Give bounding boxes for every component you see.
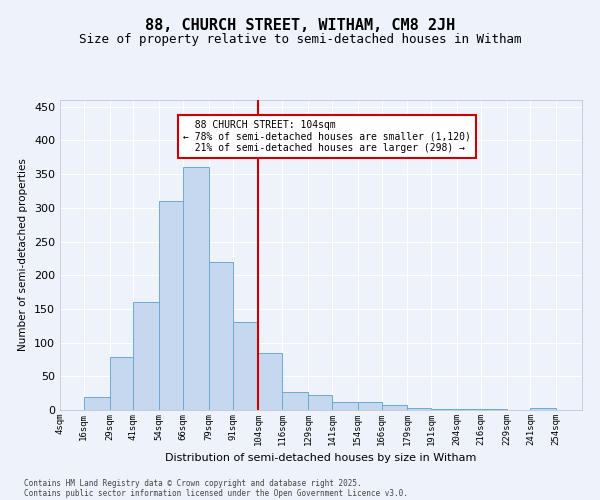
- Bar: [84, 396, 110, 410]
- Bar: [259, 352, 282, 410]
- Bar: [332, 402, 358, 410]
- Bar: [233, 322, 259, 410]
- Bar: [431, 408, 457, 410]
- Bar: [382, 406, 407, 410]
- Text: Contains HM Land Registry data © Crown copyright and database right 2025.: Contains HM Land Registry data © Crown c…: [24, 478, 362, 488]
- Bar: [358, 402, 382, 410]
- Bar: [110, 358, 133, 410]
- Bar: [282, 392, 308, 410]
- Bar: [183, 168, 209, 410]
- Bar: [159, 201, 183, 410]
- Text: 88 CHURCH STREET: 104sqm
← 78% of semi-detached houses are smaller (1,120)
  21%: 88 CHURCH STREET: 104sqm ← 78% of semi-d…: [183, 120, 471, 154]
- Text: Size of property relative to semi-detached houses in Witham: Size of property relative to semi-detach…: [79, 32, 521, 46]
- Text: 88, CHURCH STREET, WITHAM, CM8 2JH: 88, CHURCH STREET, WITHAM, CM8 2JH: [145, 18, 455, 32]
- Bar: [209, 262, 233, 410]
- Bar: [407, 408, 431, 410]
- X-axis label: Distribution of semi-detached houses by size in Witham: Distribution of semi-detached houses by …: [166, 454, 476, 464]
- Text: Contains public sector information licensed under the Open Government Licence v3: Contains public sector information licen…: [24, 488, 408, 498]
- Bar: [530, 408, 556, 410]
- Y-axis label: Number of semi-detached properties: Number of semi-detached properties: [19, 158, 28, 352]
- Bar: [133, 302, 159, 410]
- Bar: [308, 395, 332, 410]
